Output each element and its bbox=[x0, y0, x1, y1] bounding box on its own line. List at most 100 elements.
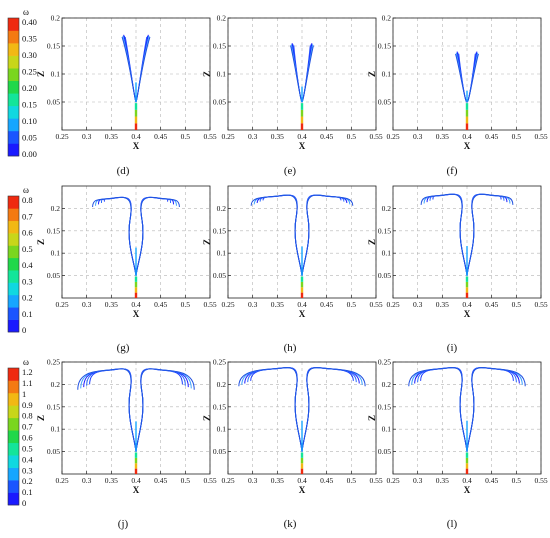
x-tick-label: 0.4 bbox=[297, 132, 307, 141]
vortex-line-group bbox=[455, 51, 479, 130]
x-tick-label: 0.25 bbox=[55, 300, 68, 309]
vortex-line-group bbox=[250, 194, 354, 298]
vortex-line bbox=[426, 193, 468, 276]
plot-panel: 0.25 0.3 0.35 0.4 0.45 0.5 0.55 0.05 0.1 0.15 0.2 X… bbox=[367, 14, 548, 152]
x-tick-label: 0.25 bbox=[55, 476, 68, 485]
x-axis-label: X bbox=[299, 309, 306, 319]
vortex-line bbox=[466, 193, 514, 276]
x-tick-label: 0.25 bbox=[221, 300, 234, 309]
vortex-line-group bbox=[408, 367, 526, 474]
colorbar-segment bbox=[8, 480, 19, 493]
vortex-line bbox=[77, 368, 137, 452]
vortex-line bbox=[455, 53, 468, 103]
y-tick-label: 0.15 bbox=[47, 226, 60, 235]
y-tick-label: 0.15 bbox=[213, 226, 226, 235]
y-tick-label: 0.25 bbox=[47, 358, 60, 367]
x-tick-label: 0.25 bbox=[386, 300, 399, 309]
colorbar-level-label: 1 bbox=[22, 389, 26, 399]
y-tick-label: 0.2 bbox=[217, 380, 227, 389]
colorbar-segment bbox=[8, 307, 19, 320]
colorbar-segment bbox=[8, 233, 19, 246]
y-tick-label: 0.1 bbox=[51, 425, 61, 434]
vortex-line bbox=[244, 367, 303, 452]
caption-i: (i) bbox=[446, 342, 458, 354]
x-axis-label: X bbox=[133, 485, 140, 495]
caption-j: (j) bbox=[117, 518, 129, 530]
colorbar-segment bbox=[8, 55, 19, 69]
x-tick-label: 0.45 bbox=[485, 476, 498, 485]
colorbar-level-label: 0 bbox=[22, 498, 26, 508]
colorbar-segment bbox=[8, 130, 19, 144]
vortex-line bbox=[466, 367, 523, 452]
vortex-line bbox=[247, 367, 303, 452]
colorbar-level-label: 0.4 bbox=[22, 454, 33, 464]
x-tick-label: 0.35 bbox=[105, 132, 118, 141]
y-tick-label: 0.05 bbox=[47, 271, 60, 280]
vortex-line-group bbox=[121, 34, 151, 130]
y-axis-label: Z bbox=[36, 71, 46, 77]
colorbar-level-label: 0.1 bbox=[22, 487, 33, 497]
plot-panel: 0.25 0.3 0.35 0.4 0.45 0.5 0.55 0.05 0.1 0.15 0.2 0… bbox=[202, 358, 383, 496]
plot-panel: 0.25 0.3 0.35 0.4 0.45 0.5 0.55 0.05 0.1 0.15 0.2 X… bbox=[367, 185, 548, 319]
y-tick-label: 0.25 bbox=[378, 358, 391, 367]
y-tick-label: 0.2 bbox=[382, 380, 392, 389]
x-tick-label: 0.5 bbox=[181, 300, 191, 309]
y-tick-label: 0.15 bbox=[213, 402, 226, 411]
x-axis-label: X bbox=[299, 141, 306, 151]
y-tick-label: 0.1 bbox=[217, 70, 227, 79]
vortex-line bbox=[466, 193, 508, 276]
vortex-line bbox=[301, 367, 360, 452]
x-tick-label: 0.55 bbox=[534, 132, 547, 141]
x-tick-label: 0.35 bbox=[105, 476, 118, 485]
x-tick-label: 0.4 bbox=[297, 300, 307, 309]
x-tick-label: 0.4 bbox=[297, 476, 307, 485]
colorbar-segment bbox=[8, 80, 19, 94]
vortex-line-group bbox=[420, 193, 514, 298]
colorbar-level-label: 0.30 bbox=[22, 50, 37, 60]
colorbar-segment bbox=[8, 442, 19, 456]
colorbar-level-label: 0.35 bbox=[22, 34, 37, 44]
x-tick-label: 0.45 bbox=[485, 132, 498, 141]
colorbar-level-label: 0 bbox=[22, 325, 26, 335]
vortex-line-group bbox=[238, 367, 366, 474]
colorbar-segment bbox=[8, 455, 19, 468]
colorbar-level-label: 0.7 bbox=[22, 422, 33, 432]
colorbar-segment bbox=[8, 43, 19, 56]
x-tick-label: 0.55 bbox=[369, 300, 382, 309]
x-axis-label: X bbox=[464, 141, 471, 151]
x-tick-label: 0.25 bbox=[221, 476, 234, 485]
vortex-line bbox=[135, 196, 180, 276]
y-tick-label: 0.1 bbox=[51, 249, 61, 258]
x-tick-label: 0.5 bbox=[512, 476, 522, 485]
y-axis-label: Z bbox=[202, 415, 212, 421]
x-tick-label: 0.45 bbox=[485, 300, 498, 309]
x-tick-label: 0.45 bbox=[320, 300, 333, 309]
y-tick-label: 0.05 bbox=[47, 447, 60, 456]
colorbar-segment bbox=[8, 417, 19, 431]
caption-k: (k) bbox=[283, 518, 297, 530]
plot-panel: 0.25 0.3 0.35 0.4 0.45 0.5 0.55 0.05 0.1 0.15 0.2 X… bbox=[36, 14, 217, 152]
x-tick-label: 0.5 bbox=[181, 476, 191, 485]
x-tick-label: 0.55 bbox=[203, 476, 216, 485]
colorbar-level-label: 0.2 bbox=[22, 476, 33, 486]
x-tick-label: 0.35 bbox=[271, 300, 284, 309]
y-tick-label: 0.2 bbox=[51, 380, 61, 389]
colorbar-legend: ω 0.00 0.05 0.10 0.15 0.20 0.25 0.30 0.35 0.40 bbox=[7, 7, 37, 159]
vortex-line bbox=[301, 194, 342, 276]
colorbar-level-label: 0.8 bbox=[22, 195, 33, 205]
y-tick-label: 0.05 bbox=[378, 447, 391, 456]
vortex-line bbox=[95, 196, 137, 276]
colorbar-level-label: 0.3 bbox=[22, 276, 33, 286]
colorbar-level-label: 0.8 bbox=[22, 411, 33, 421]
vortex-line bbox=[466, 367, 520, 452]
x-tick-label: 0.35 bbox=[436, 300, 449, 309]
colorbar-level-label: 0.5 bbox=[22, 244, 33, 254]
colorbar-segment bbox=[8, 93, 19, 107]
caption-d: (d) bbox=[116, 165, 130, 177]
y-axis-label: Z bbox=[202, 71, 212, 77]
colorbar-segment bbox=[8, 405, 19, 419]
y-tick-label: 0.1 bbox=[51, 70, 61, 79]
vortex-line bbox=[121, 36, 137, 103]
y-tick-label: 0.2 bbox=[51, 14, 61, 23]
